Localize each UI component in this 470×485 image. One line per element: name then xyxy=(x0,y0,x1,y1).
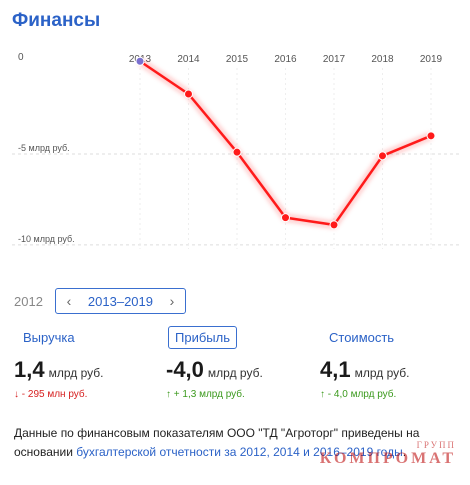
section-title: Финансы xyxy=(12,10,101,31)
x-tick-label: 2015 xyxy=(226,54,249,65)
revenue-value: 1,4 xyxy=(14,357,45,382)
metric-revenue: Выручка 1,4 млрд руб. ↓ - 295 млн руб. xyxy=(14,326,164,400)
data-point xyxy=(378,151,387,161)
prev-year-label[interactable]: 2012 xyxy=(14,293,43,309)
data-source-note: Данные по финансовым показателям ООО "ТД… xyxy=(14,424,454,462)
revenue-unit: млрд руб. xyxy=(48,366,104,380)
tab-value[interactable]: Стоимость xyxy=(329,330,395,345)
value-unit: млрд руб. xyxy=(354,366,410,380)
chevron-right-icon[interactable]: › xyxy=(169,293,175,309)
profit-change: ↑ + 1,3 млрд руб. xyxy=(166,389,245,400)
watermark-line2: КОМПРОМАТ xyxy=(319,450,456,467)
data-point xyxy=(135,56,145,66)
period-selector: 2012 ‹ 2013–2019 › xyxy=(14,287,186,315)
y-tick-label: -10 млрд руб. xyxy=(18,234,75,244)
x-tick-label: 2019 xyxy=(420,54,443,65)
x-tick-label: 2017 xyxy=(323,54,346,65)
data-point xyxy=(184,89,193,99)
x-tick-label: 2014 xyxy=(177,54,200,65)
tab-revenue[interactable]: Выручка xyxy=(23,330,75,345)
chevron-left-icon[interactable]: ‹ xyxy=(66,293,72,309)
watermark: ГРУПП КОМПРОМАТ xyxy=(320,440,456,468)
metric-value: Стоимость 4,1 млрд руб. ↑ - 4,0 млрд руб. xyxy=(320,326,470,400)
note-end: . xyxy=(402,445,407,459)
x-tick-label: 2018 xyxy=(371,54,394,65)
data-point xyxy=(281,213,290,223)
profit-line-chart: 0-5 млрд руб.-10 млрд руб.20132014201520… xyxy=(12,52,460,249)
profit-value: -4,0 xyxy=(166,357,204,382)
data-point xyxy=(232,147,242,157)
watermark-line1: ГРУПП xyxy=(416,440,456,450)
y-tick-label: 0 xyxy=(18,52,24,63)
data-point xyxy=(426,131,436,141)
metric-profit: Прибыль -4,0 млрд руб. ↑ + 1,3 млрд руб. xyxy=(166,326,316,400)
range-label[interactable]: 2013–2019 xyxy=(87,293,153,309)
tab-profit[interactable]: Прибыль xyxy=(168,326,237,349)
y-tick-label: -5 млрд руб. xyxy=(18,143,70,153)
revenue-change: ↓ - 295 млн руб. xyxy=(14,389,88,400)
range-switcher: ‹ 2013–2019 › xyxy=(54,288,186,314)
note-text: Данные по финансовым показателям ООО "ТД… xyxy=(14,426,420,459)
profit-unit: млрд руб. xyxy=(207,366,263,380)
data-point xyxy=(329,220,339,230)
value-change: ↑ - 4,0 млрд руб. xyxy=(320,389,397,400)
value-value: 4,1 xyxy=(320,357,351,382)
accounting-link[interactable]: бухгалтерской отчетности за 2012, 2014 и… xyxy=(76,445,403,459)
x-tick-label: 2016 xyxy=(274,54,297,65)
